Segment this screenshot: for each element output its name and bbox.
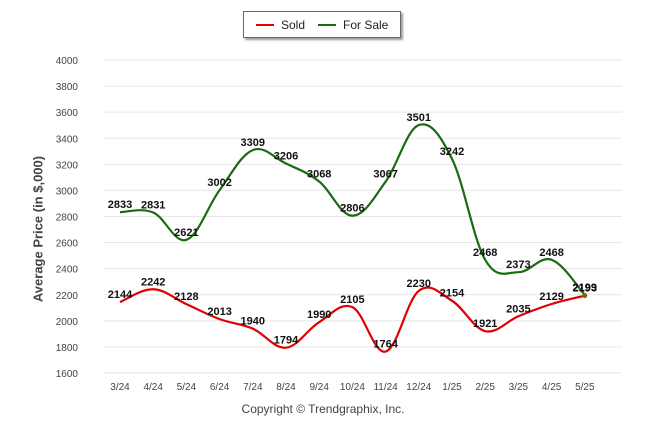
data-label-sold: 1990 — [307, 309, 331, 321]
x-tick-label: 2/25 — [475, 382, 495, 393]
y-tick-label: 2600 — [56, 239, 79, 250]
legend-item-sold[interactable]: Sold — [256, 18, 305, 32]
x-tick-label: 6/24 — [210, 382, 230, 393]
y-tick-label: 3200 — [56, 160, 79, 171]
data-label-for-sale: 2621 — [174, 227, 198, 239]
data-label-sold: 2129 — [539, 291, 563, 303]
data-label-sold: 2193 — [573, 283, 597, 295]
series-lines — [119, 123, 588, 353]
data-label-sold: 2013 — [207, 306, 231, 318]
y-tick-label: 1600 — [56, 369, 79, 380]
legend-label-sold: Sold — [281, 18, 306, 32]
x-tick-label: 5/24 — [177, 382, 197, 393]
end-point-marker — [582, 293, 588, 299]
for-sale-swatch-icon — [318, 24, 336, 26]
x-tick-label: 8/24 — [276, 382, 296, 393]
x-tick-label: 11/24 — [373, 382, 398, 393]
y-axis-label: Average Price (in $,000) — [30, 155, 46, 303]
x-tick-label: 12/24 — [406, 382, 431, 393]
data-label-sold: 2105 — [340, 294, 364, 306]
data-label-for-sale: 2199 — [573, 282, 597, 294]
y-tick-label: 4000 — [56, 56, 79, 67]
y-tick-label: 3400 — [56, 134, 79, 145]
legend-item-for-sale[interactable]: For Sale — [318, 18, 388, 32]
sold-swatch-icon — [256, 24, 274, 26]
x-tick-label: 7/24 — [243, 382, 263, 393]
data-label-sold: 1794 — [274, 335, 299, 347]
x-tick-label: 4/24 — [143, 382, 163, 393]
legend: Sold For Sale — [243, 11, 401, 38]
data-label-for-sale: 2468 — [539, 247, 563, 259]
x-tick-label: 3/25 — [509, 382, 529, 393]
x-tick-label: 4/25 — [542, 382, 562, 393]
x-tick-label: 5/25 — [575, 382, 595, 393]
data-label-for-sale: 3067 — [373, 169, 397, 181]
x-tick-label: 3/24 — [110, 382, 130, 393]
data-labels: 2144 2242 2128 2013 1940 1794 1990 2105 1764 2230… — [108, 112, 597, 351]
y-tick-label: 1800 — [56, 343, 79, 354]
data-label-for-sale: 3206 — [274, 151, 298, 163]
data-label-sold: 2144 — [108, 289, 133, 301]
series-line-for-sale — [119, 123, 586, 296]
data-label-sold: 1764 — [373, 339, 398, 351]
data-label-sold: 2128 — [174, 291, 198, 303]
y-tick-label: 2000 — [56, 317, 79, 328]
grid-lines — [104, 59, 622, 374]
y-tick-label: 2200 — [56, 291, 79, 302]
x-tick-label: 9/24 — [309, 382, 329, 393]
data-label-sold: 2242 — [141, 276, 165, 288]
data-label-for-sale: 3501 — [407, 112, 431, 124]
y-tick-label: 3800 — [56, 82, 79, 93]
copyright-text: Copyright © Trendgraphix, Inc. — [241, 402, 405, 416]
data-label-sold: 2154 — [440, 288, 465, 300]
data-label-for-sale: 2833 — [108, 199, 132, 211]
data-label-sold: 2230 — [407, 278, 431, 290]
data-label-sold: 1921 — [473, 318, 497, 330]
y-tick-label: 3000 — [56, 186, 79, 197]
data-label-for-sale: 3309 — [241, 137, 265, 149]
y-tick-labels: 1600 1800 2000 2200 2400 2600 2800 3000 3200 3400… — [56, 56, 79, 380]
data-label-sold: 1940 — [241, 316, 265, 328]
data-label-for-sale: 3242 — [440, 146, 464, 158]
x-tick-label: 10/24 — [340, 382, 365, 393]
data-label-for-sale: 3068 — [307, 169, 331, 181]
x-tick-labels: 3/24 4/24 5/24 6/24 7/24 8/24 9/24 10/24 11/24 12… — [110, 382, 595, 393]
y-tick-label: 2400 — [56, 265, 79, 276]
y-tick-label: 3600 — [56, 108, 79, 119]
series-line-sold — [119, 286, 586, 353]
legend-label-for-sale: For Sale — [343, 18, 389, 32]
data-label-sold: 2035 — [506, 303, 530, 315]
data-label-for-sale: 2468 — [473, 247, 497, 259]
y-tick-label: 2800 — [56, 213, 79, 224]
data-label-for-sale: 2806 — [340, 203, 364, 215]
data-label-for-sale: 2831 — [141, 199, 165, 211]
x-tick-label: 1/25 — [442, 382, 462, 393]
data-label-for-sale: 2373 — [506, 259, 530, 271]
data-label-for-sale: 3002 — [207, 177, 231, 189]
